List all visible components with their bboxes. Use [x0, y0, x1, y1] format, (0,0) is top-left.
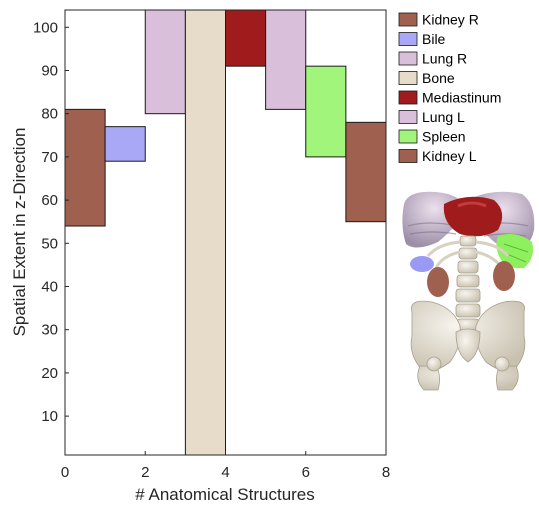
y-tick-label: 60 — [41, 192, 58, 209]
lung-ridges — [407, 222, 529, 237]
y-tick-label: 20 — [41, 365, 58, 382]
legend-label: Kidney R — [422, 12, 479, 28]
bile-shape — [410, 256, 434, 272]
y-tick-label: 50 — [41, 235, 58, 252]
bar-lung-l — [265, 9, 307, 110]
x-tick-label: 8 — [382, 464, 390, 481]
bar-bile — [104, 126, 146, 162]
bar-lung-r — [144, 9, 186, 115]
legend: Kidney R Bile Lung R Bone Mediastinum Lung L S… — [391, 7, 519, 170]
y-tick-label: 90 — [41, 62, 58, 79]
femur-heads-left — [494, 356, 510, 372]
legend-label: Mediastinum — [422, 90, 501, 106]
legend-label: Bile — [422, 31, 446, 47]
bar-kidney-r — [64, 108, 106, 227]
y-tick-label: 80 — [41, 106, 58, 123]
legend-swatch — [398, 32, 418, 46]
y-tick-label: 10 — [41, 408, 58, 425]
mediastinum-highlight — [457, 201, 487, 208]
femur-heads — [426, 356, 442, 372]
kidney-right-shape — [427, 267, 449, 297]
sacrum-shape — [455, 328, 481, 363]
x-tick-label: 2 — [141, 464, 149, 481]
legend-swatch — [398, 110, 418, 124]
spleen-shape — [496, 234, 533, 269]
x-tick-label: 6 — [302, 464, 310, 481]
anatomy-inset-image — [402, 191, 535, 391]
bars-layer — [64, 9, 387, 456]
legend-box — [391, 7, 519, 170]
y-tick-label: 30 — [41, 322, 58, 339]
bar-mediastinum — [225, 9, 267, 67]
legend-swatch — [398, 71, 418, 85]
bar-kidney-l — [345, 121, 387, 223]
legend-swatch — [398, 129, 418, 144]
x-tick-label: 0 — [61, 464, 69, 481]
legend-label: Lung L — [422, 109, 465, 125]
legend-label: Spleen — [422, 129, 466, 145]
bar-bone — [184, 9, 226, 456]
legend-swatch — [398, 90, 418, 105]
y-tick-label: 70 — [41, 149, 58, 166]
ribs-shape — [426, 240, 510, 269]
legend-label: Kidney L — [422, 148, 477, 164]
spine-shape — [455, 235, 481, 332]
kidney-left-shape — [493, 261, 515, 291]
legend-label: Lung R — [422, 51, 467, 67]
legend-swatch — [398, 12, 418, 27]
legend-swatch — [398, 51, 418, 66]
y-axis-label: Spatial Extent in z-Direction — [10, 128, 29, 337]
ticks-layer: 0 2 4 6 8 10 20 30 40 50 60 70 80 90 100 — [33, 19, 390, 481]
x-axis-label: # Anatomical Structures — [135, 485, 315, 504]
legend-swatch — [398, 149, 418, 163]
x-tick-label: 4 — [221, 464, 229, 481]
legend-label: Bone — [422, 70, 455, 86]
femur-shapes — [417, 365, 519, 391]
bar-spleen — [305, 65, 347, 158]
y-tick-label: 100 — [33, 19, 58, 36]
y-tick-label: 40 — [41, 279, 58, 296]
